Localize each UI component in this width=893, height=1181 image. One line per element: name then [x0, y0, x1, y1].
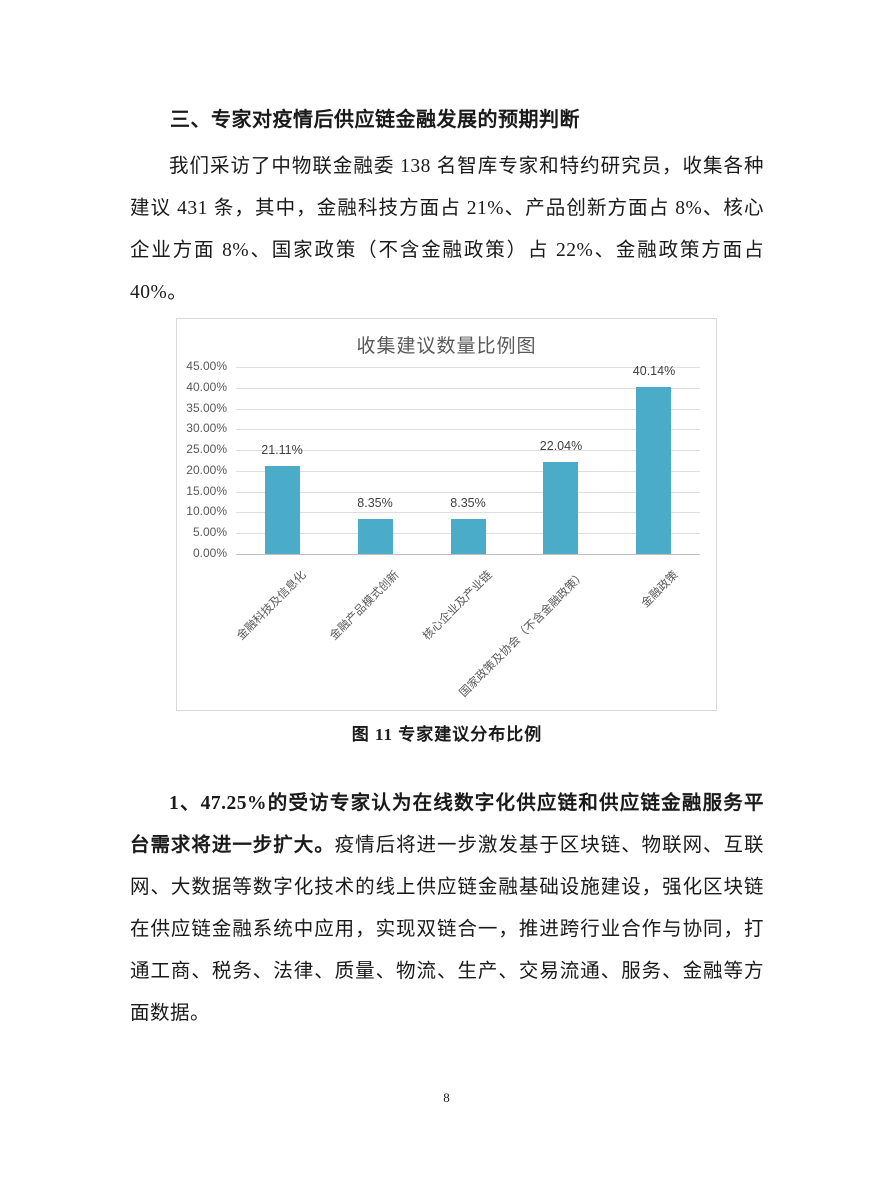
- bar: [358, 519, 393, 554]
- y-tick-label: 20.00%: [186, 463, 227, 477]
- bar: [543, 462, 578, 554]
- bar-chart: 收集建议数量比例图 45.00% 40.00% 35.00% 30.00% 25.00%…: [176, 318, 717, 711]
- figure-caption: 图 11 专家建议分布比例: [351, 725, 543, 744]
- gridline: [236, 492, 700, 493]
- gridline: [236, 429, 700, 430]
- x-axis-line: [236, 554, 700, 555]
- gridline: [236, 367, 700, 368]
- y-tick-label: 15.00%: [186, 484, 227, 498]
- y-tick-label: 40.00%: [186, 380, 227, 394]
- category-label: 金融产品模式创新: [328, 569, 402, 643]
- bar-value-label: 21.11%: [261, 443, 303, 457]
- y-tick-label: 25.00%: [186, 442, 227, 456]
- gridline: [236, 512, 700, 513]
- paragraph-intro: 我们采访了中物联金融委 138 名智库专家和特约研究员，收集各种建议 431 条…: [130, 156, 764, 303]
- y-tick-label: 5.00%: [192, 525, 227, 539]
- y-tick-label: 45.00%: [186, 359, 227, 373]
- figure-block: 收集建议数量比例图 45.00% 40.00% 35.00% 30.00% 25.00%…: [130, 318, 764, 745]
- bar: [265, 466, 300, 554]
- bar-value-label: 40.14%: [632, 364, 676, 378]
- page-number: 8: [443, 1090, 450, 1105]
- paragraph-expert-opinion: 1、47.25%的受访专家认为在线数字化供应链和供应链金融服务平台需求将进一步扩…: [130, 783, 764, 1035]
- y-tick-label: 35.00%: [186, 401, 227, 415]
- chart-plot: 45.00% 40.00% 35.00% 30.00% 25.00% 20.00% 15.0…: [186, 359, 700, 700]
- bar: [636, 387, 671, 554]
- section-heading: 三、专家对疫情后供应链金融发展的预期判断: [170, 109, 580, 131]
- y-tick-label: 30.00%: [186, 421, 227, 435]
- chart-title: 收集建议数量比例图: [356, 336, 537, 357]
- bar-value-label: 8.35%: [357, 496, 393, 510]
- gridline: [236, 471, 700, 472]
- bar-value-label: 8.35%: [450, 496, 486, 510]
- category-label: 核心企业及产业链: [421, 569, 495, 643]
- bar-value-label: 22.04%: [539, 439, 583, 453]
- y-tick-label: 10.00%: [186, 504, 227, 518]
- category-label: 金融科技及信息化: [235, 569, 309, 643]
- y-tick-label: 0.00%: [192, 546, 227, 560]
- bar: [451, 519, 486, 554]
- document-content: 三、专家对疫情后供应链金融发展的预期判断 我们采访了中物联金融委 138 名智库…: [130, 0, 764, 1035]
- paragraph-regular-text: 疫情后将进一步激发基于区块链、物联网、互联网、大数据等数字化技术的线上供应链金融…: [130, 835, 764, 1024]
- gridline: [236, 409, 700, 410]
- gridline: [236, 388, 700, 389]
- category-label: 金融政策: [639, 569, 681, 611]
- paragraph-bold-lead: 1、47.25%的受访专家认为在线数字化供应链和供应链金融服务平台需求将进一步扩…: [130, 793, 764, 856]
- gridline: [236, 450, 700, 451]
